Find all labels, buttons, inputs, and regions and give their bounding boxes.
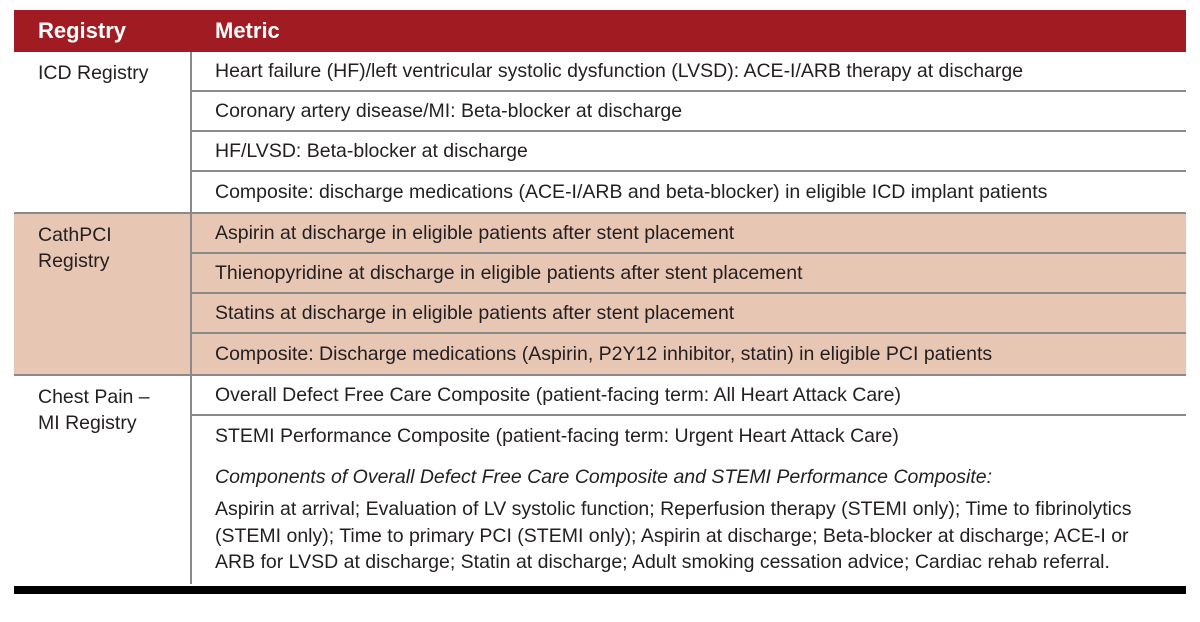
registry-name: Chest Pain –: [38, 386, 150, 408]
section-icd-registry: ICD Registry Heart failure (HF)/left ven…: [14, 52, 1186, 212]
section-cathpci-registry: CathPCI Registry Aspirin at discharge in…: [14, 212, 1186, 374]
section-chest-pain-mi-registry: Chest Pain – MI Registry Overall Defect …: [14, 374, 1186, 584]
metric-row: HF/LVSD: Beta-blocker at discharge: [192, 132, 1186, 172]
metric-column-icd: Heart failure (HF)/left ventricular syst…: [190, 52, 1186, 212]
metric-row: Coronary artery disease/MI: Beta-blocker…: [192, 92, 1186, 132]
header-cell-registry: Registry: [38, 18, 127, 43]
metric-row: Overall Defect Free Care Composite (pati…: [192, 376, 1186, 416]
registry-cell-chest-pain-mi: Chest Pain – MI Registry: [14, 376, 190, 584]
metric-row: Heart failure (HF)/left ventricular syst…: [192, 52, 1186, 92]
registry-name: CathPCI: [38, 224, 112, 246]
metric-row: Statins at discharge in eligible patient…: [192, 294, 1186, 334]
registry-cell-cathpci: CathPCI Registry: [14, 214, 190, 374]
registry-name: MI Registry: [38, 412, 137, 434]
registry-name: ICD Registry: [38, 62, 149, 84]
metric-row: Aspirin at discharge in eligible patient…: [192, 214, 1186, 254]
components-heading: Components of Overall Defect Free Care C…: [215, 465, 993, 488]
registry-name: Registry: [38, 250, 110, 272]
header-cell-metric: Metric: [215, 18, 280, 43]
registry-cell-icd: ICD Registry: [14, 52, 190, 212]
metric-row: STEMI Performance Composite (patient-fac…: [215, 424, 899, 447]
registry-metrics-table: Registry Metric ICD Registry Heart failu…: [14, 10, 1186, 594]
components-body: Aspirin at arrival; Evaluation of LV sys…: [215, 498, 1132, 573]
metric-row: Composite: Discharge medications (Aspiri…: [215, 342, 993, 365]
metric-row: Composite: discharge medications (ACE-I/…: [215, 180, 1048, 203]
table-bottom-rule: [14, 585, 1186, 594]
table-header-row: Registry Metric: [14, 10, 1186, 52]
metric-column-chest-pain-mi: Overall Defect Free Care Composite (pati…: [190, 376, 1186, 584]
metric-row: Thienopyridine at discharge in eligible …: [192, 254, 1186, 294]
metric-column-cathpci: Aspirin at discharge in eligible patient…: [190, 214, 1186, 374]
